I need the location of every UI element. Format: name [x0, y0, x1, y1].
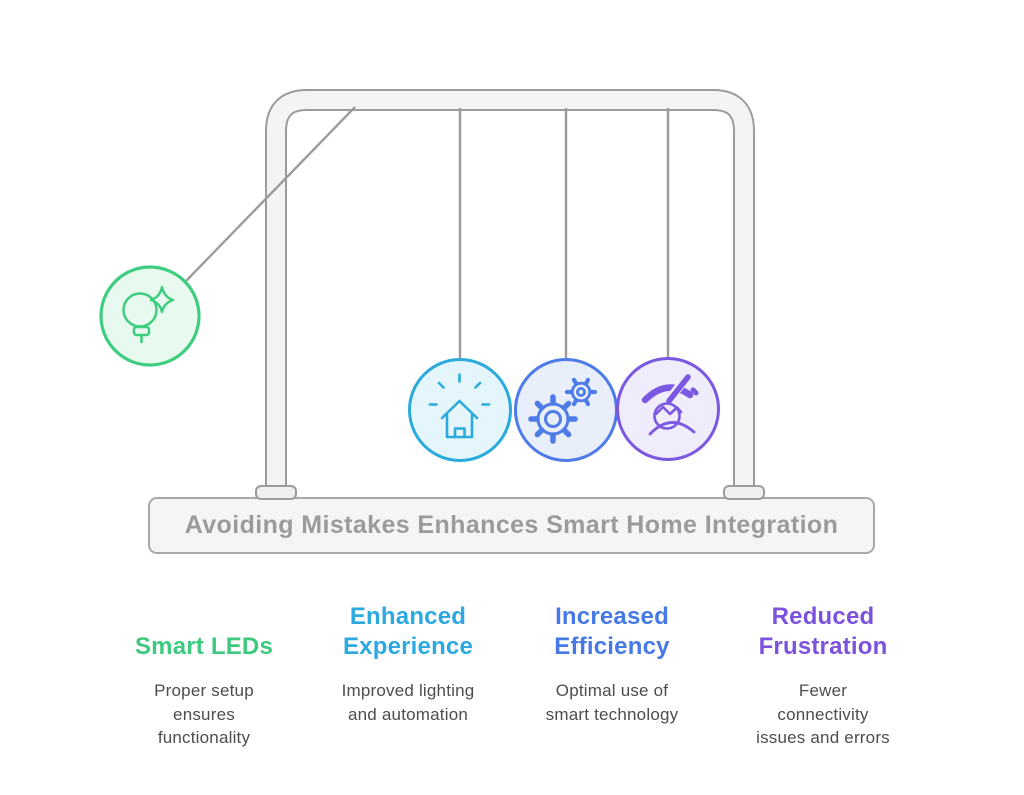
column-enhanced-experience: Enhanced Experience Improved lighting an… — [333, 600, 483, 726]
infographic-title: Avoiding Mistakes Enhances Smart Home In… — [184, 511, 839, 539]
gears-icon — [528, 377, 598, 444]
base-bar: Avoiding Mistakes Enhances Smart Home In… — [148, 497, 875, 554]
ball-circle — [616, 357, 720, 461]
ball-circle — [408, 358, 512, 462]
column-increased-efficiency: Increased Efficiency Optimal use of smar… — [542, 600, 682, 726]
column-body: Improved lighting and automation — [341, 681, 475, 724]
pendulum-ball-enhanced-experience — [408, 358, 512, 462]
column-reduced-frustration: Reduced Frustration Fewer connectivity i… — [754, 600, 892, 750]
sparkle-bulb-icon — [122, 285, 175, 344]
column-body: Optimal use of smart technology — [545, 681, 679, 724]
column-body: Fewer connectivity issues and errors — [756, 681, 890, 747]
pendulum-string-smart-leds — [185, 106, 356, 282]
pendulum-strings — [185, 106, 670, 360]
column-heading: Enhanced Experience — [342, 603, 474, 660]
column-heading: Reduced Frustration — [758, 603, 888, 660]
column-heading: Smart LEDs — [134, 633, 274, 660]
ball-circle — [99, 265, 201, 367]
pendulum-ball-smart-leds — [99, 265, 201, 367]
ball-circle — [514, 358, 618, 462]
column-body: Proper setup ensures functionality — [154, 681, 254, 747]
cradle-frame — [265, 89, 755, 498]
pendulum-ball-reduced-frustration — [616, 357, 720, 461]
frame-outline — [265, 89, 755, 497]
shining-home-icon — [428, 373, 491, 439]
pendulum-ball-increased-efficiency — [514, 358, 618, 462]
column-smart-leds: Smart LEDs Proper setup ensures function… — [129, 600, 279, 750]
no-wifi-user-icon — [641, 372, 699, 436]
column-heading: Increased Efficiency — [554, 603, 670, 660]
frame-fill — [267, 91, 753, 498]
